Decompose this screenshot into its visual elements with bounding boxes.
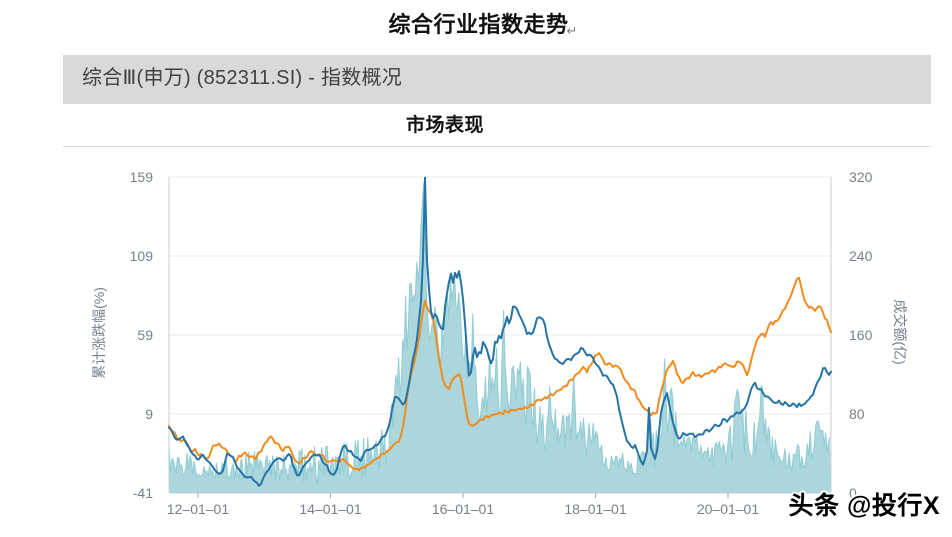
svg-text:18–01–01: 18–01–01 xyxy=(564,501,627,517)
svg-text:159: 159 xyxy=(130,169,154,185)
svg-text:成交额(亿): 成交额(亿) xyxy=(892,299,908,364)
svg-text:80: 80 xyxy=(849,406,865,422)
svg-text:320: 320 xyxy=(849,169,873,185)
svg-text:160: 160 xyxy=(849,327,873,343)
svg-text:109: 109 xyxy=(130,248,154,264)
svg-text:14–01–01: 14–01–01 xyxy=(299,501,362,517)
svg-text:16–01–01: 16–01–01 xyxy=(432,501,495,517)
svg-text:累计涨跌幅(%): 累计涨跌幅(%) xyxy=(91,287,107,379)
svg-text:9: 9 xyxy=(145,406,153,422)
svg-text:-41: -41 xyxy=(133,485,153,501)
svg-text:20–01–01: 20–01–01 xyxy=(697,501,760,517)
svg-text:0: 0 xyxy=(849,485,857,501)
svg-text:240: 240 xyxy=(849,248,873,264)
svg-text:59: 59 xyxy=(137,327,153,343)
svg-text:12–01–01: 12–01–01 xyxy=(167,501,230,517)
